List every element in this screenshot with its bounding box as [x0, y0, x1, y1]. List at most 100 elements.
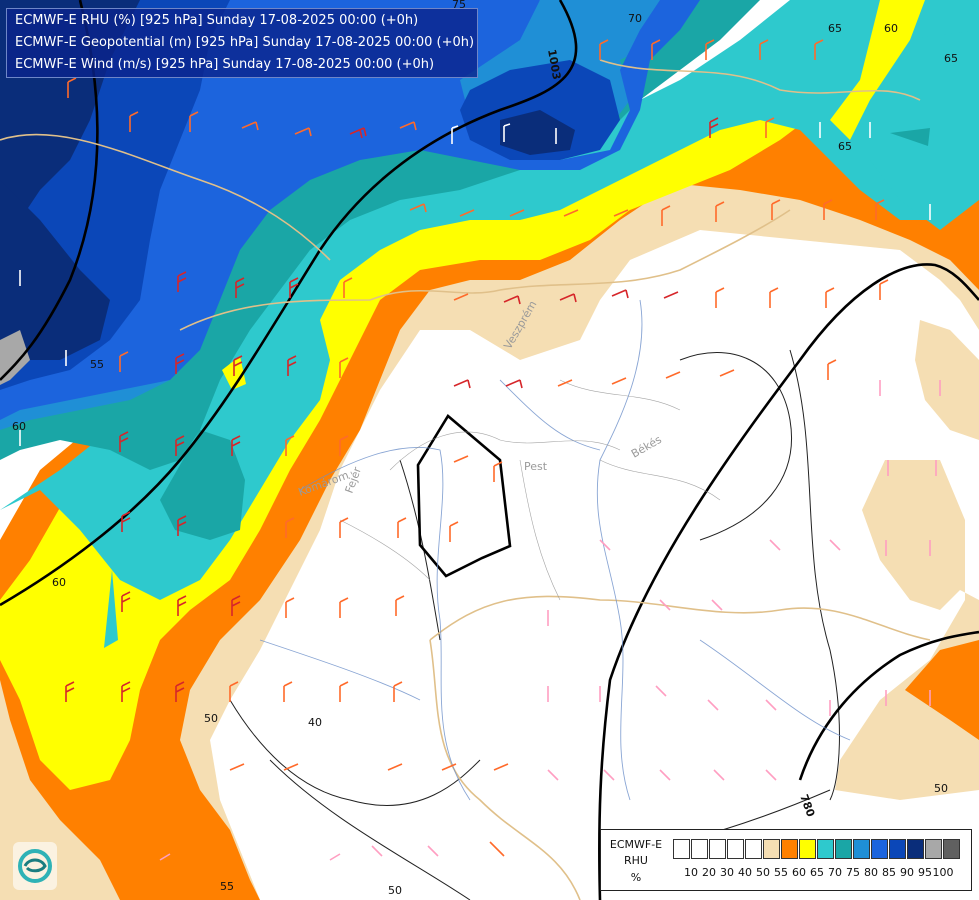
wind-barb: [189, 111, 199, 132]
wind-barb: [559, 293, 577, 303]
wind-barb: [387, 763, 403, 771]
border-line: [599, 59, 921, 101]
geopotential-contour: [598, 263, 979, 900]
wind-barb: [427, 845, 439, 857]
legend-tick-label: 30: [720, 866, 734, 879]
wind-barb: [283, 681, 293, 702]
wind-barb: [665, 371, 681, 379]
contour-label: 50: [388, 884, 402, 897]
geopotential-contour: [416, 414, 512, 578]
wind-barb: [765, 769, 777, 781]
legend-tick-label: 85: [882, 866, 896, 879]
wind-barb: [823, 199, 833, 220]
wind-barb: [453, 293, 469, 301]
rhu-contour-labels: 75 70 65 60 65 60 65 60 55 50 40 50 55 5…: [12, 0, 958, 897]
legend-tick-label: 95: [918, 866, 932, 879]
wind-barb: [119, 431, 129, 452]
wind-barb: [769, 539, 781, 551]
legend-swatch: [745, 839, 762, 859]
wind-barb: [283, 763, 299, 771]
wind-barb: [451, 125, 459, 144]
wind-barb: [67, 77, 77, 98]
rhu-contour: [679, 352, 792, 541]
legend-tick-label: 75: [846, 866, 860, 879]
legend-swatch: [673, 839, 690, 859]
border-line: [429, 639, 581, 900]
contour-label: 50: [204, 712, 218, 725]
rhu-band-70-pocket: [160, 430, 245, 540]
legend-tick-label: 70: [828, 866, 842, 879]
legend-swatch: [817, 839, 834, 859]
wind-barb: [175, 353, 185, 374]
wind-barb: [493, 763, 509, 771]
contour-label: 60: [52, 576, 66, 589]
wind-barb: [705, 39, 715, 60]
legend-swatch: [835, 839, 852, 859]
wind-barb: [393, 681, 403, 702]
wind-barb: [339, 357, 349, 378]
wind-barb: [175, 435, 185, 456]
legend-swatch: [709, 839, 726, 859]
county-line: [339, 519, 431, 581]
legend-tick-label: 10: [684, 866, 698, 879]
wind-barb: [769, 287, 779, 308]
wind-barb: [349, 127, 367, 139]
header-rhu-line: ECMWF-E RHU (%) [925 hPa] Sunday 17-08-2…: [15, 13, 419, 28]
legend-tick-label: 90: [900, 866, 914, 879]
geopotential-label: 1003: [545, 48, 563, 80]
wind-barb: [719, 369, 735, 377]
legend-swatch: [871, 839, 888, 859]
border-line: [429, 595, 931, 641]
wind-barb: [121, 511, 131, 532]
contour-label: 60: [884, 22, 898, 35]
wind-barb: [121, 591, 131, 612]
place-label: Pest: [524, 460, 548, 473]
wind-barb: [241, 121, 259, 131]
wind-barb: [715, 201, 725, 222]
wind-barb: [613, 209, 629, 217]
county-line: [559, 379, 681, 411]
legend-tick-label: 100: [932, 866, 954, 879]
legend-swatch: [889, 839, 906, 859]
legend-unit: %: [630, 871, 642, 884]
wind-barb: [459, 209, 475, 217]
wind-barb: [177, 271, 187, 292]
wind-barb: [503, 123, 511, 142]
legend-tick-label: 65: [810, 866, 824, 879]
wind-barb: [505, 379, 523, 389]
wind-barb: [825, 287, 835, 308]
wind-barb: [711, 599, 723, 611]
wind-barb: [329, 853, 341, 861]
county-line: [599, 459, 721, 501]
wind-barb: [229, 763, 245, 771]
wind-barb: [509, 209, 525, 217]
wind-barb: [399, 121, 417, 131]
wind-barb: [827, 359, 837, 380]
wind-barb: [395, 595, 405, 616]
wind-barb: [599, 539, 611, 551]
contour-label: 60: [12, 420, 26, 433]
county-borders: [339, 379, 721, 601]
contour-label: 75: [452, 0, 466, 11]
wind-barb: [177, 595, 187, 616]
legend-swatch: [853, 839, 870, 859]
wind-barb: [285, 517, 295, 538]
contour-label: 65: [828, 22, 842, 35]
legend-model: ECMWF-E: [609, 838, 663, 851]
wind-barb: [65, 681, 75, 702]
wind-barb: [829, 539, 841, 551]
contour-label: 50: [934, 782, 948, 795]
wind-barb: [397, 517, 407, 538]
rhu-band-55-south: [150, 820, 225, 900]
wind-barb: [879, 279, 889, 300]
rhu-band-90-core: [0, 180, 110, 370]
map-header-panel: ECMWF-E RHU (%) [925 hPa] Sunday 17-08-2…: [6, 8, 478, 78]
legend-swatch: [943, 839, 960, 859]
river-danube: [299, 446, 471, 801]
rhu-contour: [269, 759, 471, 900]
legend-swatch: [925, 839, 942, 859]
wind-barb: [177, 515, 187, 536]
header-geopotential-line: ECMWF-E Geopotential (m) [925 hPa] Sunda…: [15, 35, 475, 50]
wind-barb: [715, 287, 725, 308]
